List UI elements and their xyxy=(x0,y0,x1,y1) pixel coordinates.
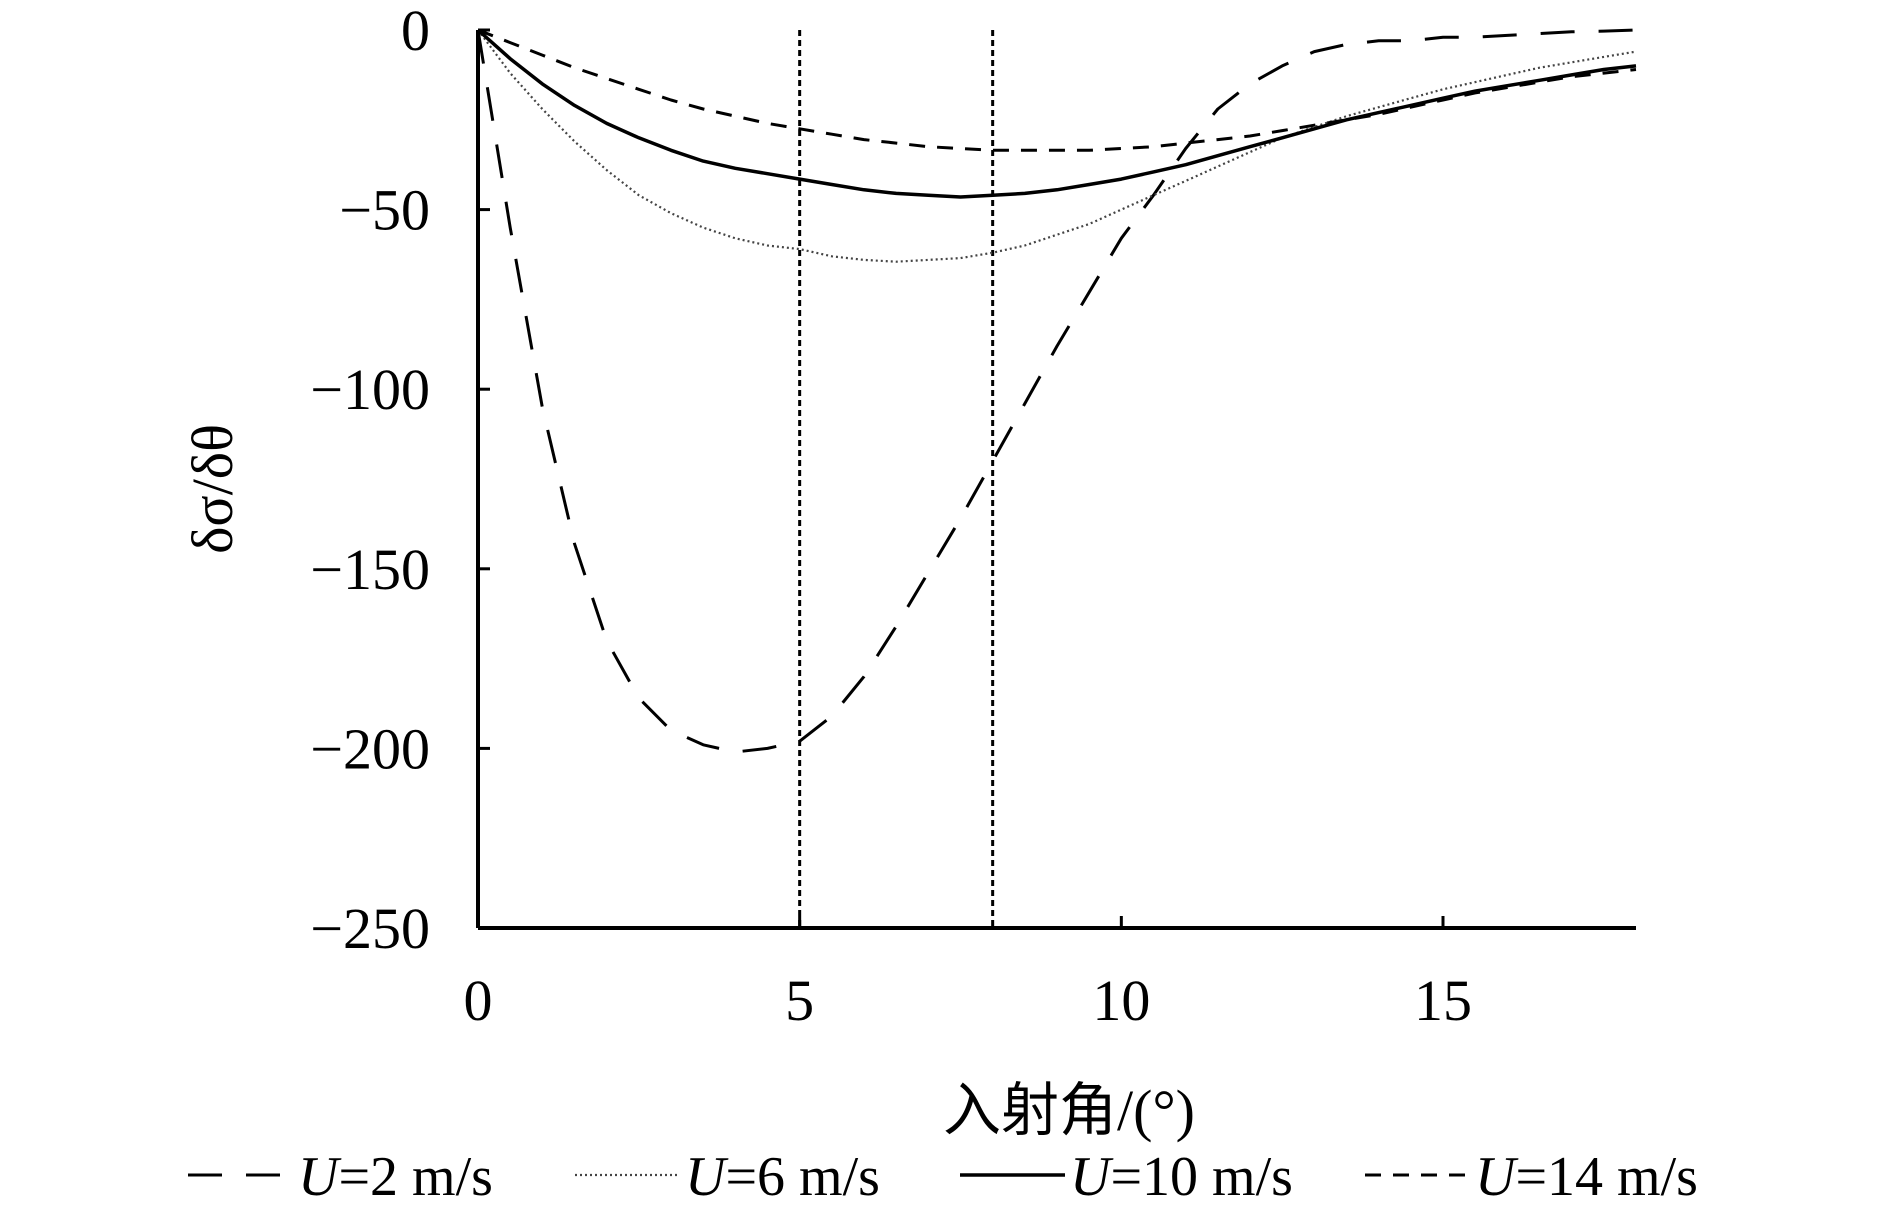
legend-label-value: =2 m/s xyxy=(338,1146,493,1208)
x-axis-ticks: 0 5 10 15 xyxy=(464,916,1472,1033)
y-tick-label: 0 xyxy=(401,0,430,63)
reference-lines xyxy=(798,30,995,928)
legend-label: U=2 m/s xyxy=(298,1146,493,1208)
series-lines xyxy=(476,28,1637,754)
y-axis-title: δσ/δθ xyxy=(180,424,245,554)
x-tick-label: 10 xyxy=(1092,968,1150,1033)
series-line xyxy=(476,28,1637,754)
plot-area: 0 5 10 15 0 −50 −100 −150 −200 −250 xyxy=(310,0,1637,1033)
legend-label-symbol: U xyxy=(1475,1146,1519,1208)
legend: U=2 m/s U=6 m/s U=10 m/s U=14 m/s xyxy=(188,1146,1698,1208)
legend-label: U=6 m/s xyxy=(685,1146,880,1208)
y-tick-label: −100 xyxy=(310,357,430,422)
series-line xyxy=(477,29,1637,263)
x-axis-title: 入射角/(°) xyxy=(943,1078,1195,1143)
legend-label-value: =6 m/s xyxy=(725,1146,880,1208)
legend-label-symbol: U xyxy=(1070,1146,1114,1208)
legend-label-symbol: U xyxy=(298,1146,342,1208)
y-tick-label: −250 xyxy=(310,896,430,961)
y-tick-label: −50 xyxy=(339,178,430,243)
legend-label-value: =10 m/s xyxy=(1110,1146,1293,1208)
series-line xyxy=(477,28,1637,152)
x-tick-label: 5 xyxy=(785,968,814,1033)
y-tick-label: −200 xyxy=(310,716,430,781)
series-line xyxy=(476,28,1637,199)
legend-label-symbol: U xyxy=(685,1146,729,1208)
x-tick-label: 15 xyxy=(1414,968,1472,1033)
legend-label: U=14 m/s xyxy=(1475,1146,1698,1208)
x-tick-label: 0 xyxy=(464,968,493,1033)
legend-label: U=10 m/s xyxy=(1070,1146,1293,1208)
legend-label-value: =14 m/s xyxy=(1515,1146,1698,1208)
y-axis-ticks: 0 −50 −100 −150 −200 −250 xyxy=(310,0,490,961)
y-tick-label: −150 xyxy=(310,537,430,602)
